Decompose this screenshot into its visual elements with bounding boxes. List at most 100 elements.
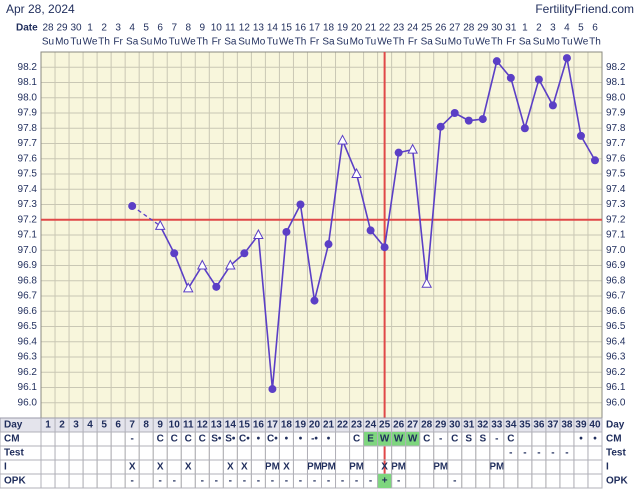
date-label: 2 [101,23,107,34]
day-number: 9 [157,420,163,431]
date-label: 30 [491,23,503,34]
row-cell: - [130,434,133,445]
temperature-point-open [253,228,264,239]
day-number: 34 [505,420,517,431]
y-tick-label: 97.9 [18,108,38,119]
weekday-label: We [83,37,98,48]
day-number: 18 [281,420,293,431]
y-tick-label-right: 97.8 [606,123,626,134]
day-number: 23 [351,420,363,431]
temperature-point [268,385,277,394]
y-tick-label: 98.0 [18,92,38,103]
date-label: 6 [592,23,598,34]
date-label: 28 [42,23,54,34]
day-number: 2 [59,420,65,431]
day-number: 33 [491,420,503,431]
row-cell: -• [311,434,318,445]
row-cell: C [157,434,164,445]
date-label: Date [16,23,38,34]
weekday-label: Su [336,37,348,48]
y-tick-label: 97.5 [18,169,38,180]
row-cell: C [451,434,458,445]
date-label: 12 [239,23,251,34]
y-tick-label-right: 97.4 [606,184,626,195]
weekday-label: Fr [506,37,516,48]
row-cell: - [509,448,512,459]
row-cell: - [159,476,162,487]
day-number: 38 [561,420,573,431]
weekday-label: Fr [113,37,123,48]
y-tick-label-right: 98.2 [606,62,626,73]
weekday-label: Th [98,37,110,48]
weekday-label: Tu [267,37,278,48]
y-tick-label-right: 96.7 [606,291,626,302]
row-label: I [4,462,7,473]
y-tick-label-right: 96.2 [606,367,626,378]
y-tick-label-right: 97.0 [606,245,626,256]
weekday-label: Mo [350,37,364,48]
weekday-label: Mo [448,37,462,48]
weekday-label: Sa [421,37,434,48]
date-label: 19 [337,23,349,34]
date-label: 1 [87,23,93,34]
day-number: 11 [183,420,194,431]
y-tick-label-right: 97.3 [606,199,626,210]
date-label: 14 [267,23,279,34]
row-cell: - [243,476,246,487]
highlight-cell [363,432,378,446]
y-tick-label-right: 98.1 [606,77,626,88]
row-cell: - [215,476,218,487]
weekday-label: Th [491,37,503,48]
row-cell: PM [391,462,406,473]
y-tick-label-right: 97.2 [606,214,626,225]
date-label: 31 [505,23,517,34]
row-cell: - [397,476,400,487]
row-cell: + [382,476,388,487]
temperature-point-open [337,134,348,145]
row-cell: X [381,462,388,473]
temperature-point-open [351,167,362,178]
day-number: 28 [421,420,433,431]
date-label: 1 [522,23,528,34]
day-number: 26 [393,420,405,431]
day-number: 14 [225,420,237,431]
row-cell: - [523,448,526,459]
row-cell: - [130,476,133,487]
weekday-label: Tu [365,37,376,48]
temperature-point [590,156,599,165]
temperature-point [310,296,319,305]
day-number: 40 [589,420,601,431]
row-cell: C• [267,434,278,445]
row-cell: C [507,434,514,445]
row-cell: - [355,476,358,487]
highlight-cell [405,432,420,446]
weekday-label: We [574,37,589,48]
temperature-point [170,249,179,258]
row-cell: - [257,476,260,487]
date-label: 29 [56,23,68,34]
date-label: 25 [421,23,433,34]
temperature-point [562,54,571,63]
weekday-label: Fr [212,37,222,48]
row-cell: - [537,448,540,459]
y-tick-label: 98.2 [18,62,38,73]
date-label: 7 [171,23,177,34]
weekday-label: Th [295,37,307,48]
weekday-label: We [377,37,392,48]
y-tick-label-right: 96.0 [606,397,626,408]
y-tick-label: 97.0 [18,245,38,256]
y-tick-label: 97.8 [18,123,38,134]
y-tick-label: 96.7 [18,291,38,302]
temperature-point [436,122,445,131]
highlight-cell [377,474,392,488]
y-tick-label-right: 97.9 [606,108,626,119]
row-cell: PM [489,462,504,473]
temperature-point [128,202,137,211]
date-label: 6 [157,23,163,34]
y-tick-label: 98.1 [18,77,38,88]
row-cell: - [313,476,316,487]
temperature-line [159,57,596,390]
date-label: 5 [578,23,584,34]
y-tick-label-right: 96.9 [606,260,626,271]
